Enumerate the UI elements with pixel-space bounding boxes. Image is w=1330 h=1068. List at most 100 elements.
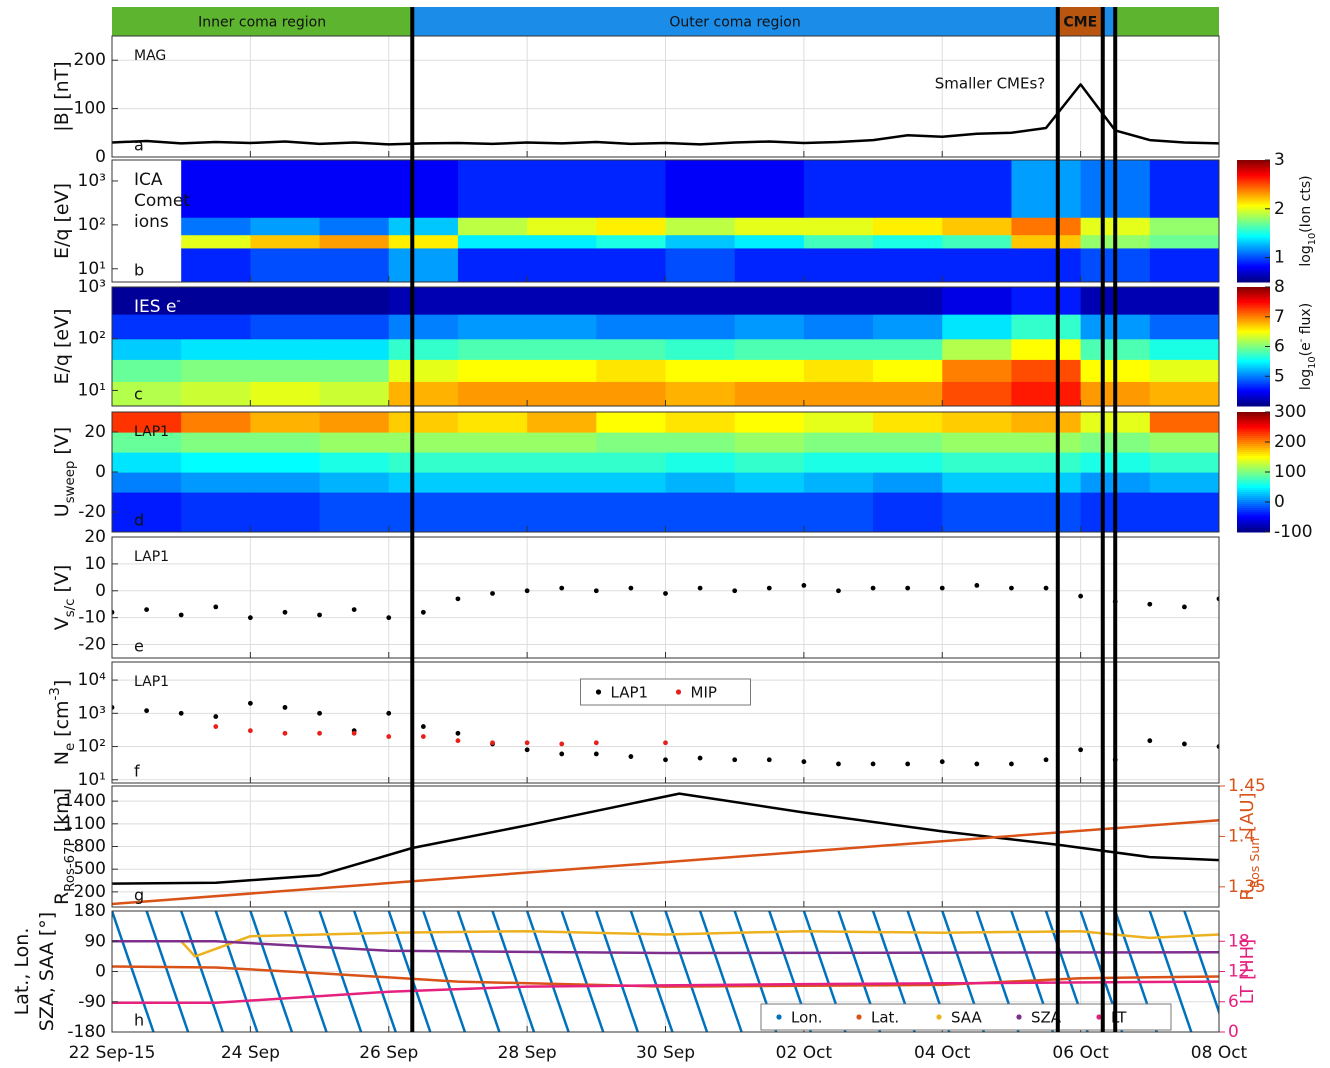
colorbar-step	[1237, 370, 1270, 373]
region	[112, 7, 413, 36]
legend-label: Lat.	[871, 1009, 899, 1027]
colorbar-step	[1237, 464, 1270, 467]
data-point	[628, 754, 634, 759]
y-tick-label: -20	[78, 635, 106, 655]
heat-cell	[319, 234, 390, 249]
heat-cell	[250, 452, 321, 473]
y-tick-label: 90	[84, 931, 106, 951]
heat-cell	[457, 381, 528, 406]
y2-tick-label: 1.45	[1228, 776, 1266, 796]
label-part: LAP1	[134, 674, 169, 690]
colorbar-step	[1237, 342, 1270, 346]
heat-cell	[873, 217, 943, 236]
heat-cell	[319, 338, 390, 360]
colorbar-step	[1237, 418, 1270, 421]
y2-tick-label: 1.4	[1228, 826, 1255, 846]
heat-cell	[1011, 412, 1082, 433]
heat-cell	[803, 314, 874, 340]
label-part: E/q [eV]	[51, 308, 73, 384]
heat-cell	[942, 359, 1013, 382]
label-part: -	[1296, 338, 1307, 342]
data-point	[593, 740, 599, 746]
colorbar-step	[1237, 306, 1270, 310]
heat-cell	[665, 432, 736, 453]
data-point	[1147, 601, 1153, 607]
colorbar-step	[1237, 202, 1270, 206]
heat-cell	[596, 287, 667, 315]
y2-tick-label: 1.35	[1228, 877, 1266, 897]
heat-cell	[1011, 452, 1082, 473]
data-point	[593, 751, 599, 757]
y-tick-label: 0	[95, 147, 106, 167]
heat-cell	[181, 160, 251, 218]
y-tick-label: 10	[84, 554, 106, 574]
colorbar-step	[1237, 186, 1270, 189]
data-point	[697, 755, 703, 761]
legend-marker	[675, 689, 682, 695]
legend-label: LAP1	[611, 684, 649, 702]
label-part: SZA, SAA [°]	[36, 912, 58, 1031]
data-point	[247, 615, 253, 621]
y-axis-label: SZA, SAA [°]	[36, 912, 58, 1031]
heat-cell	[527, 472, 597, 493]
y-tick-label: 180	[74, 901, 106, 921]
heat-cell	[942, 452, 1013, 473]
data-point	[317, 710, 322, 716]
colorbar-step	[1237, 426, 1270, 429]
heat-cell	[181, 217, 251, 236]
heat-cell	[734, 432, 805, 453]
heat-cell	[873, 359, 943, 382]
colorbar-step	[1237, 324, 1270, 328]
label-part: [V]	[51, 427, 73, 461]
colorbar-step	[1237, 376, 1270, 379]
x-tick-label: 26 Sep	[359, 1043, 418, 1063]
colorbar-step	[1237, 476, 1270, 479]
colorbar-step	[1237, 356, 1270, 359]
colorbar-step	[1237, 522, 1270, 525]
colorbar-step	[1237, 388, 1270, 391]
y-tick-label: 20	[84, 527, 106, 547]
data-point	[178, 612, 184, 618]
legend-marker	[776, 1014, 782, 1020]
heat-cell	[665, 287, 736, 315]
colorbar-step	[1237, 249, 1270, 252]
x-tick-label: 22 Sep-15	[69, 1043, 156, 1063]
heat-cell	[181, 287, 251, 315]
data-point	[213, 724, 219, 729]
heat-cell	[457, 247, 528, 282]
heat-cell	[942, 314, 1013, 340]
heat-cell	[803, 492, 874, 532]
colorbar-step	[1237, 386, 1270, 389]
colorbar-step	[1237, 210, 1270, 214]
y-tick-label: -20	[78, 502, 106, 522]
heat-cell	[388, 338, 459, 360]
y-tick-label: 200	[74, 882, 106, 902]
y-tick-label: 10²	[78, 215, 106, 235]
y-tick-label: 1400	[63, 791, 106, 811]
heat-cell	[181, 314, 251, 340]
data-point	[593, 588, 599, 594]
heat-cell	[665, 338, 736, 360]
label-part: LT [HH]	[1237, 939, 1258, 1004]
legend-label: Lon.	[791, 1009, 823, 1027]
data-point	[420, 724, 426, 729]
colorbar-step	[1237, 404, 1270, 407]
y-tick-label: 10¹	[78, 259, 106, 279]
colorbar-step	[1237, 498, 1270, 501]
x-tick-label: 08 Oct	[1191, 1043, 1248, 1063]
colorbar-step	[1237, 372, 1270, 375]
data-point	[974, 583, 980, 588]
data-point	[317, 730, 322, 736]
y-tick-label: 10²	[78, 329, 106, 349]
heat-cell	[457, 359, 528, 382]
label-part: R	[1237, 888, 1258, 901]
colorbar-step	[1237, 362, 1270, 365]
colorbar-step	[1237, 396, 1270, 399]
heat-cell	[596, 452, 667, 473]
colorbar-step	[1237, 182, 1270, 185]
heat-cell	[734, 381, 805, 406]
colorbar-step	[1237, 502, 1270, 505]
heat-cell	[457, 432, 528, 453]
colorbar-step	[1237, 251, 1270, 255]
colorbar-step	[1237, 267, 1270, 271]
